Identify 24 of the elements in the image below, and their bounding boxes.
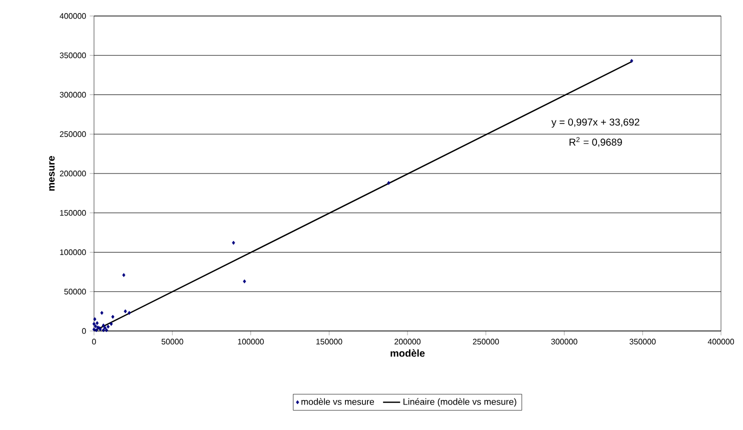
x-tick-label: 50000 xyxy=(162,338,184,344)
x-tick-label: 200000 xyxy=(394,338,421,344)
x-tick-label: 300000 xyxy=(551,338,578,344)
y-tick-label: 350000 xyxy=(60,52,86,58)
x-tick-label: 250000 xyxy=(472,338,499,344)
x-tick-label: 150000 xyxy=(316,338,342,344)
y-axis-title: mesure xyxy=(49,156,55,191)
y-tick-label: 250000 xyxy=(60,131,86,137)
x-tick-label: 100000 xyxy=(238,338,264,344)
legend-label: Linéaire (modèle vs mesure) xyxy=(404,398,516,407)
y-tick-label: 200000 xyxy=(60,170,86,176)
x-tick-label: 350000 xyxy=(630,338,656,344)
annotation: R$^{2}$ = 0,9689 xyxy=(570,137,622,147)
y-tick-label: 0 xyxy=(82,328,86,334)
y-tick-label: 150000 xyxy=(60,210,86,216)
y-tick-label: 50000 xyxy=(64,288,86,294)
x-tick-label: 0 xyxy=(92,338,96,344)
legend-label: modèle vs mesure xyxy=(301,398,374,405)
annotation: y = 0,997x + 33,692 xyxy=(551,118,640,128)
x-axis-title: modèle xyxy=(390,349,425,357)
y-tick-label: 400000 xyxy=(60,13,86,19)
y-tick-label: 300000 xyxy=(60,92,86,98)
x-tick-label: 400000 xyxy=(708,338,734,344)
y-tick-label: 100000 xyxy=(60,249,86,256)
